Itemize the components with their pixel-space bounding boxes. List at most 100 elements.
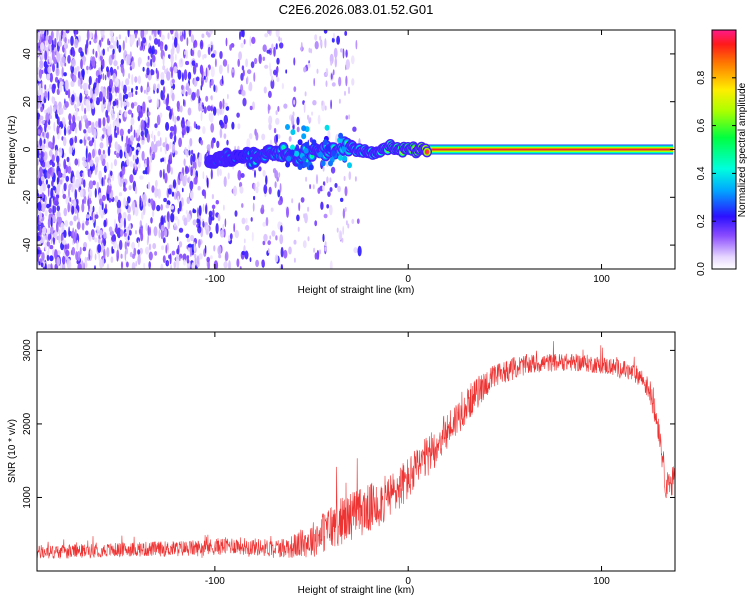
spectrogram-noise-cell — [85, 98, 90, 108]
spectrogram-noise-cell — [102, 48, 105, 56]
spectrogram-noise-cell — [71, 49, 76, 57]
spectrogram-noise-cell — [319, 40, 322, 46]
spectrogram-noise-cell — [147, 225, 150, 236]
spectrogram-noise-cell — [245, 224, 250, 231]
spectrogram-noise-cell — [112, 174, 115, 182]
spectrogram-noise-cell — [332, 69, 335, 76]
spectrogram-noise-cell — [163, 197, 168, 203]
spectrogram-trace-cell — [286, 155, 292, 162]
spectrogram-noise-cell — [268, 115, 273, 125]
spectrogram-noise-cell — [68, 145, 73, 155]
spectrogram-noise-cell — [275, 235, 278, 241]
spectrogram-noise-cell — [200, 139, 204, 146]
spectrogram-noise-cell — [253, 183, 256, 192]
spectrogram-noise-cell — [102, 257, 105, 267]
spectrogram-trace-cell — [294, 150, 300, 157]
spectrogram-trace-cell — [290, 129, 296, 136]
spectrogram-noise-cell — [116, 65, 119, 70]
spectrogram-noise-cell — [183, 158, 186, 166]
spectrogram-noise-cell — [152, 243, 157, 250]
spectrogram-noise-cell — [94, 139, 96, 150]
spectrogram-noise-cell — [255, 259, 259, 268]
spectrogram-noise-cell — [175, 190, 181, 201]
spectrogram-noise-cell — [97, 74, 101, 84]
spectrogram-noise-cell — [47, 186, 50, 197]
spectrogram-noise-cell — [303, 102, 306, 113]
spectrogram-noise-cell — [196, 88, 200, 99]
spectrogram-noise-cell — [223, 114, 228, 125]
spectrogram-noise-cell — [73, 233, 77, 244]
spectrogram-noise-cell — [59, 121, 63, 127]
spectrogram-noise-cell — [345, 75, 348, 87]
spectrogram-noise-cell — [137, 254, 141, 265]
spectrogram-noise-cell — [197, 185, 201, 191]
spectrogram-noise-cell — [345, 220, 348, 226]
spectrogram-noise-cell — [239, 186, 244, 194]
spectrogram-noise-cell — [326, 204, 330, 209]
spectrogram-noise-cell — [275, 30, 280, 38]
spectrogram-noise-cell — [184, 51, 186, 55]
spectrogram-noise-cell — [245, 58, 249, 68]
spectrogram-noise-cell — [198, 239, 201, 249]
spectrogram-noise-cell — [43, 138, 46, 144]
spectrogram-noise-cell — [128, 223, 132, 231]
spectrogram-noise-cell — [202, 54, 205, 60]
spectrogram-noise-cell — [40, 105, 44, 113]
spectrogram-noise-cell — [261, 133, 266, 141]
spectrogram-noise-cell — [94, 265, 96, 269]
spectrogram-plot-area — [37, 30, 674, 269]
spectrogram-noise-cell — [124, 111, 127, 118]
spectrogram-noise-cell — [143, 262, 146, 269]
spectrogram-noise-cell — [37, 129, 41, 135]
spectrogram-noise-cell — [40, 262, 44, 268]
spectrogram-noise-cell — [304, 91, 307, 97]
spectrogram-noise-cell — [119, 239, 123, 251]
spectrogram-noise-cell — [38, 166, 43, 178]
spectrogram-noise-cell — [160, 158, 163, 163]
spectrogram-noise-cell — [130, 102, 135, 109]
spectrogram-noise-cell — [198, 102, 201, 112]
spectrogram-noise-cell — [91, 127, 95, 136]
spectrogram-noise-cell — [107, 38, 110, 46]
spectrogram-noise-cell — [214, 85, 218, 93]
spectrogram-noise-cell — [37, 201, 42, 211]
spectrogram-noise-cell — [147, 86, 150, 92]
spectrogram-noise-cell — [138, 240, 140, 248]
spectrogram-noise-cell — [80, 51, 84, 57]
spectrogram-noise-cell — [129, 251, 133, 258]
spectrogram-noise-cell — [58, 233, 61, 244]
spectrogram-noise-cell — [121, 165, 126, 176]
spectrogram-noise-cell — [48, 56, 52, 63]
spectrogram-noise-cell — [76, 115, 80, 122]
spectrogram-noise-cell — [171, 92, 175, 102]
spectrogram-noise-cell — [141, 211, 144, 220]
spectrogram-noise-cell — [56, 125, 60, 136]
spectrogram-noise-cell — [243, 238, 246, 244]
spectrogram-x-tick-label: -100 — [205, 274, 225, 285]
spectrogram-noise-cell — [120, 217, 124, 225]
spectrogram-noise-cell — [324, 38, 327, 49]
spectrogram-noise-cell — [268, 186, 272, 195]
spectrogram-noise-cell — [100, 154, 104, 162]
spectrogram-noise-cell — [114, 195, 119, 203]
spectrogram-noise-cell — [280, 225, 283, 233]
spectrogram-noise-cell — [206, 105, 212, 112]
spectrogram-trace-cell — [297, 139, 303, 146]
spectrogram-noise-cell — [243, 38, 246, 45]
spectrogram-noise-cell — [71, 94, 75, 103]
spectrogram-noise-cell — [127, 213, 131, 222]
spectrogram-noise-cell — [191, 49, 195, 57]
spectrogram-noise-cell — [216, 140, 220, 149]
spectrogram-noise-cell — [118, 34, 122, 40]
spectrogram-noise-cell — [223, 204, 225, 211]
spectrogram-noise-cell — [177, 218, 180, 227]
spectrogram-noise-cell — [202, 221, 205, 228]
spectrogram-trace-cell — [285, 124, 290, 130]
spectrogram-noise-cell — [37, 249, 40, 255]
spectrogram-noise-cell — [321, 100, 324, 106]
spectrogram-noise-cell — [51, 96, 54, 103]
spectrogram-noise-cell — [130, 124, 133, 132]
spectrogram-noise-cell — [264, 33, 269, 38]
spectrogram-noise-cell — [314, 220, 318, 227]
